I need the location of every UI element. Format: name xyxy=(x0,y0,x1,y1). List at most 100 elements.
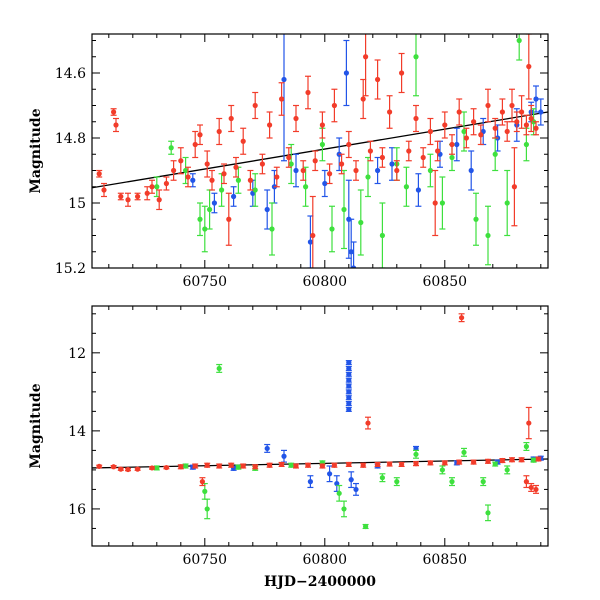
x-tick-label: 60750 xyxy=(183,552,228,568)
data-point xyxy=(288,462,294,468)
plot-frame xyxy=(91,33,549,269)
data-point xyxy=(379,475,385,481)
data-point xyxy=(101,187,107,193)
data-point xyxy=(346,389,352,395)
x-tick-label: 60800 xyxy=(303,552,348,568)
data-point xyxy=(439,467,445,473)
data-point xyxy=(197,132,203,138)
data-point xyxy=(406,148,412,154)
data-point xyxy=(279,96,285,102)
trend-line xyxy=(92,111,548,189)
data-point xyxy=(216,128,222,135)
y-axis-label: Magnitude xyxy=(28,383,44,468)
data-point xyxy=(252,464,258,470)
data-point xyxy=(288,161,294,167)
data-point xyxy=(399,70,405,76)
data-point xyxy=(305,89,311,96)
data-point xyxy=(509,457,515,463)
data-point xyxy=(526,63,532,70)
data-point xyxy=(346,141,352,148)
data-point xyxy=(415,187,421,193)
data-point xyxy=(471,459,477,465)
data-point xyxy=(413,445,419,452)
data-point xyxy=(504,200,510,206)
data-point xyxy=(346,365,352,372)
data-point xyxy=(427,128,433,135)
data-point xyxy=(341,506,347,512)
data-point xyxy=(231,193,237,200)
y-tick-label: 14.8 xyxy=(55,131,86,147)
series-2 xyxy=(96,34,539,268)
data-point xyxy=(461,449,467,455)
x-axis-label: HJD−2400000 xyxy=(264,574,376,590)
data-point xyxy=(360,96,366,102)
data-point xyxy=(499,457,505,464)
data-point xyxy=(144,190,150,196)
data-point xyxy=(305,462,311,468)
data-point xyxy=(449,154,455,161)
data-point xyxy=(178,158,184,164)
top-panel: 60750 60800 60850 14.6 14.8 15 15.2 Magnitude xyxy=(28,33,549,290)
data-point xyxy=(202,488,208,494)
y-axis-label: Magnitude xyxy=(28,108,44,193)
data-point xyxy=(519,109,525,115)
data-point xyxy=(353,167,359,174)
data-point xyxy=(343,70,349,76)
data-point xyxy=(492,151,498,157)
data-point xyxy=(504,467,510,473)
data-point xyxy=(279,461,285,468)
y-tick-label: 14 xyxy=(68,424,86,440)
data-point xyxy=(531,457,537,463)
data-point xyxy=(125,197,131,203)
data-point xyxy=(420,154,426,161)
data-point xyxy=(427,460,433,466)
data-point xyxy=(435,148,441,154)
data-point xyxy=(163,464,169,471)
data-point xyxy=(538,109,544,115)
data-point xyxy=(240,138,246,144)
y-tick-label: 15 xyxy=(68,196,86,212)
data-point xyxy=(125,466,131,473)
data-point xyxy=(480,479,486,485)
x-tick-label: 60850 xyxy=(423,552,468,568)
data-point xyxy=(219,187,225,193)
data-point xyxy=(233,164,239,170)
data-point xyxy=(461,128,467,135)
data-point xyxy=(375,461,381,468)
data-point xyxy=(533,96,539,102)
data-point xyxy=(456,109,462,115)
data-point xyxy=(247,177,253,183)
data-point xyxy=(360,462,366,468)
data-point xyxy=(351,265,357,268)
data-point xyxy=(358,219,364,226)
data-point xyxy=(394,479,400,485)
data-point xyxy=(331,102,337,109)
data-point xyxy=(432,200,438,206)
data-point xyxy=(286,154,292,161)
data-point xyxy=(319,141,325,148)
data-point xyxy=(118,193,124,200)
data-point xyxy=(319,463,325,469)
data-point xyxy=(221,171,227,177)
data-point xyxy=(252,102,258,109)
data-point xyxy=(379,154,385,161)
data-point xyxy=(156,197,162,203)
series-1 xyxy=(153,363,537,530)
data-point xyxy=(523,141,530,148)
data-point xyxy=(346,383,352,389)
data-point xyxy=(228,462,234,468)
data-point xyxy=(365,420,371,426)
data-point xyxy=(329,226,335,232)
data-point xyxy=(478,132,484,138)
data-point xyxy=(240,463,246,469)
data-point xyxy=(334,480,340,487)
data-point xyxy=(312,158,318,164)
data-point xyxy=(293,115,299,122)
data-point xyxy=(492,125,498,131)
data-point xyxy=(216,463,222,469)
data-point xyxy=(504,128,510,135)
data-point xyxy=(183,463,189,469)
data-point xyxy=(135,193,141,200)
data-point xyxy=(456,459,462,465)
data-point xyxy=(267,122,273,128)
